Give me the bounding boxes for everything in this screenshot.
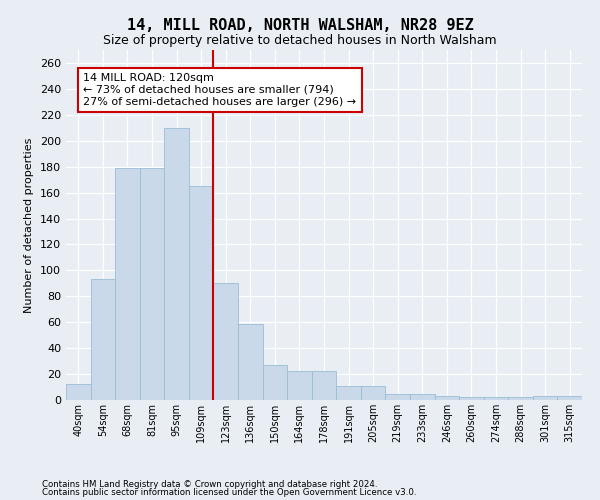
Bar [66, 384, 91, 400]
Text: Contains public sector information licensed under the Open Government Licence v3: Contains public sector information licen… [42, 488, 416, 497]
Bar [484, 398, 508, 400]
Bar [459, 398, 484, 400]
Bar [434, 396, 459, 400]
Bar [140, 168, 164, 400]
Bar [91, 280, 115, 400]
Bar [361, 386, 385, 400]
Bar [410, 394, 434, 400]
Text: Size of property relative to detached houses in North Walsham: Size of property relative to detached ho… [103, 34, 497, 47]
Bar [508, 398, 533, 400]
Bar [557, 396, 582, 400]
Bar [214, 284, 238, 400]
Bar [312, 372, 336, 400]
Y-axis label: Number of detached properties: Number of detached properties [25, 138, 34, 312]
Bar [115, 168, 140, 400]
Text: Contains HM Land Registry data © Crown copyright and database right 2024.: Contains HM Land Registry data © Crown c… [42, 480, 377, 489]
Bar [287, 372, 312, 400]
Bar [385, 394, 410, 400]
Bar [336, 386, 361, 400]
Bar [533, 396, 557, 400]
Bar [263, 365, 287, 400]
Text: 14 MILL ROAD: 120sqm
← 73% of detached houses are smaller (794)
27% of semi-deta: 14 MILL ROAD: 120sqm ← 73% of detached h… [83, 74, 356, 106]
Bar [164, 128, 189, 400]
Bar [238, 324, 263, 400]
Text: 14, MILL ROAD, NORTH WALSHAM, NR28 9EZ: 14, MILL ROAD, NORTH WALSHAM, NR28 9EZ [127, 18, 473, 32]
Bar [189, 186, 214, 400]
